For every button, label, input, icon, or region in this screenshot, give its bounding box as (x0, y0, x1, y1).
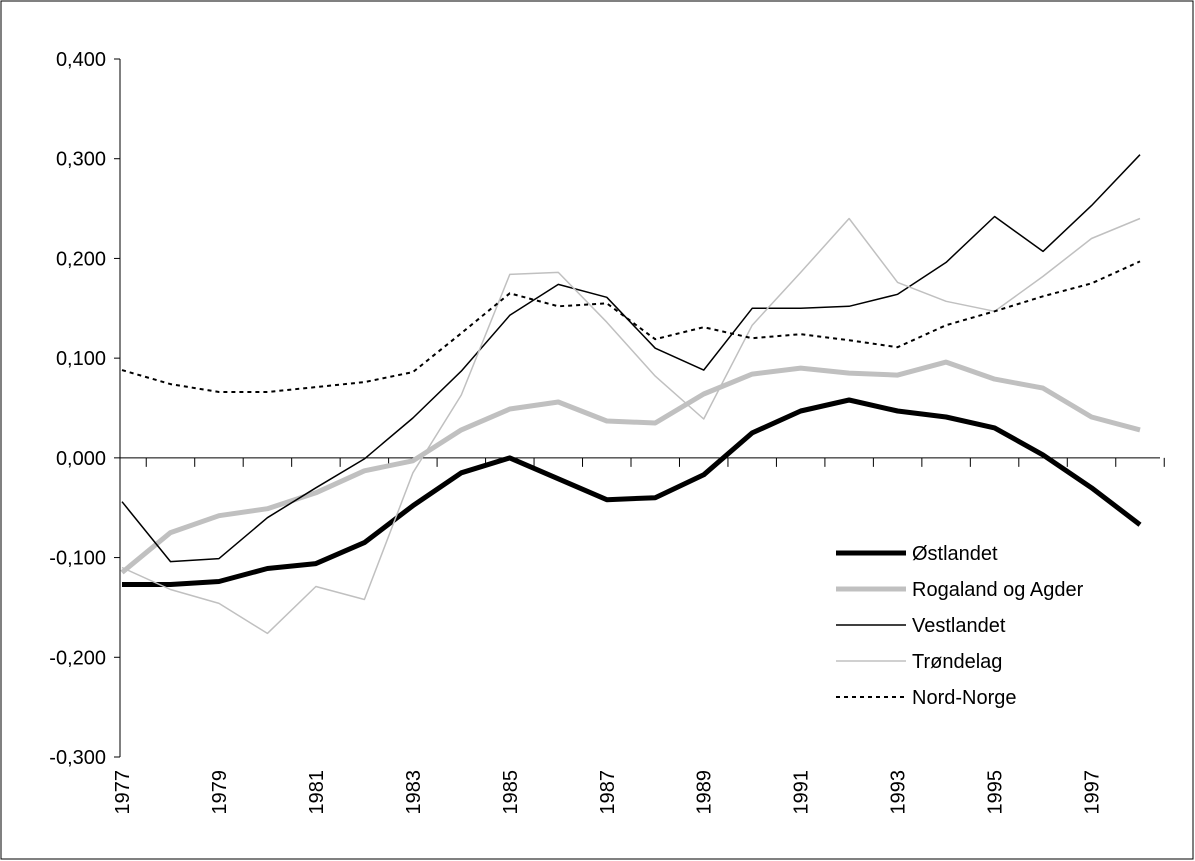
y-tick-label: 0,300 (56, 149, 106, 171)
x-tick-label: 1987 (597, 770, 619, 815)
legend-label: Østlandet (912, 543, 998, 565)
y-tick-label: -0,100 (49, 548, 106, 570)
y-tick-label: 0,000 (56, 448, 106, 470)
x-tick-label: 1997 (1082, 770, 1104, 815)
series-line (122, 397, 1142, 587)
y-tick-label: 0,200 (56, 248, 106, 270)
legend-label: Nord-Norge (912, 687, 1016, 709)
legend-label: Trøndelag (912, 651, 1002, 673)
y-tick-label: 0,100 (56, 348, 106, 370)
x-tick-label: 1981 (306, 770, 328, 815)
series-line (121, 217, 1141, 635)
x-tick-label: 1995 (985, 770, 1007, 815)
x-tick-label: 1979 (209, 770, 231, 815)
legend-label: Rogaland og Agder (912, 579, 1084, 601)
y-tick-label: -0,200 (49, 647, 106, 669)
y-tick-label: 0,400 (56, 49, 106, 71)
series-line (121, 154, 1141, 563)
x-tick-label: 1993 (888, 770, 910, 815)
series-line (120, 359, 1141, 575)
y-tick-label: -0,300 (49, 747, 106, 769)
x-tick-label: 1991 (791, 770, 813, 815)
legend-label: Vestlandet (912, 615, 1006, 637)
x-tick-label: 1977 (112, 770, 134, 815)
x-tick-label: 1989 (694, 770, 716, 815)
x-tick-label: 1983 (403, 770, 425, 815)
x-tick-label: 1985 (500, 770, 522, 815)
